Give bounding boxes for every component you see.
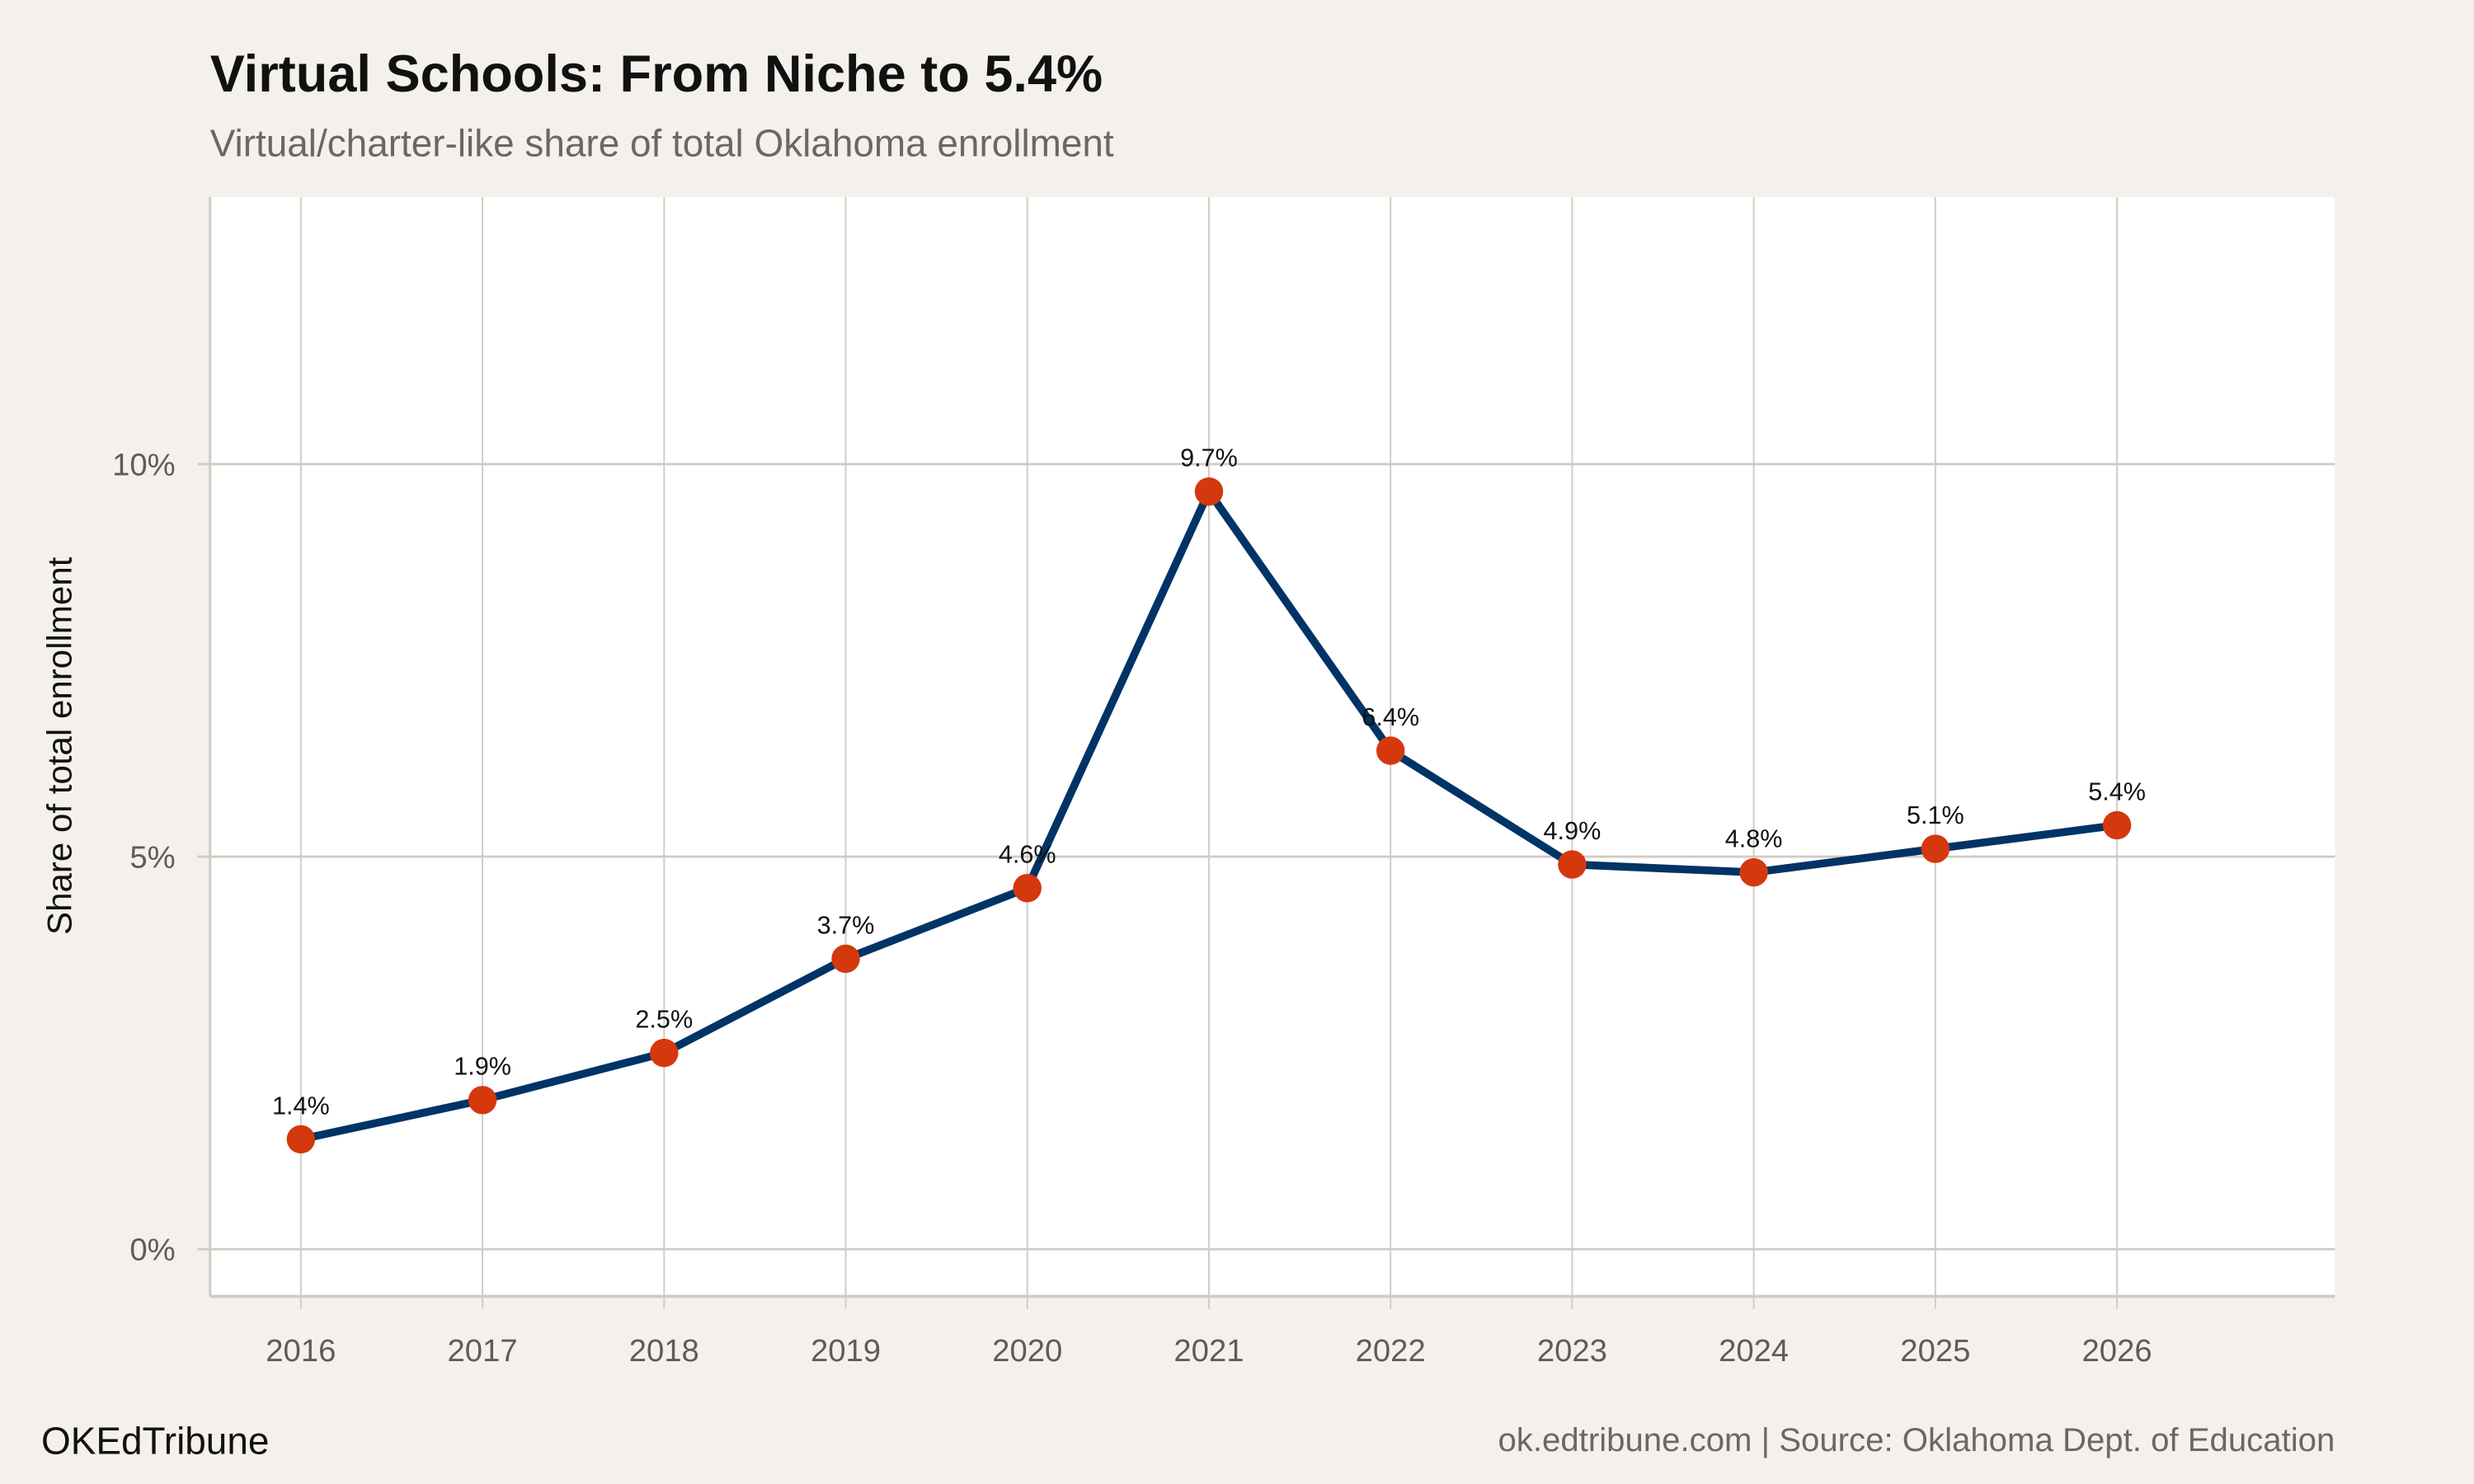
data-label: 6.4%	[1362, 703, 1419, 731]
data-point	[650, 1038, 679, 1068]
data-label: 1.9%	[454, 1053, 511, 1081]
y-tick-label: 5%	[129, 839, 175, 875]
data-point	[468, 1086, 497, 1115]
data-label: 4.8%	[1725, 825, 1783, 853]
data-point	[286, 1125, 316, 1154]
data-point	[1013, 873, 1042, 903]
y-tick-label: 0%	[129, 1233, 175, 1268]
data-label: 1.4%	[272, 1092, 330, 1120]
data-point	[2102, 810, 2132, 840]
data-label: 5.1%	[1907, 801, 1964, 829]
data-label: 2.5%	[635, 1006, 693, 1034]
data-point	[1921, 834, 1950, 863]
x-tick-label: 2017	[448, 1333, 518, 1369]
y-tick-label: 10%	[112, 447, 176, 482]
data-label: 4.9%	[1544, 817, 1602, 845]
x-tick-label: 2019	[811, 1333, 881, 1369]
x-tick-label: 2021	[1174, 1333, 1244, 1369]
data-point	[831, 944, 860, 974]
source-note: ok.edtribune.com | Source: Oklahoma Dept…	[1498, 1421, 2335, 1458]
chart-subtitle: Virtual/charter-like share of total Okla…	[210, 121, 1114, 164]
data-point	[1376, 736, 1405, 765]
y-axis-title: Share of total enrollment	[40, 556, 78, 935]
data-label: 3.7%	[817, 911, 875, 939]
x-tick-label: 2020	[992, 1333, 1062, 1369]
data-label: 9.7%	[1180, 444, 1238, 472]
data-label: 4.6%	[999, 841, 1056, 869]
data-label: 5.4%	[2088, 777, 2146, 805]
x-tick-label: 2025	[1900, 1333, 1970, 1369]
axes: 2016 2017 2018 2019 2020 2021 2022 2023 2024 2025…	[112, 197, 2335, 1369]
x-tick-label: 2024	[1719, 1333, 1789, 1369]
x-tick-label: 2026	[2082, 1333, 2152, 1369]
data-point	[1739, 857, 1768, 887]
data-point	[1558, 850, 1587, 879]
x-tick-label: 2023	[1537, 1333, 1607, 1369]
data-point	[1194, 477, 1224, 506]
gridlines	[197, 197, 2335, 1309]
x-tick-label: 2016	[266, 1333, 336, 1369]
x-tick-label: 2022	[1356, 1333, 1426, 1369]
x-tick-label: 2018	[629, 1333, 699, 1369]
chart-title: Virtual Schools: From Niche to 5.4%	[210, 45, 1103, 103]
series: 1.4% 1.9% 2.5% 3.7% 4.6% 9.7% 6.4% 4.9% 4.8% 5.1%…	[272, 444, 2146, 1154]
brand-logo: OKEdTribune	[41, 1420, 269, 1463]
plot-panel	[209, 197, 2335, 1297]
